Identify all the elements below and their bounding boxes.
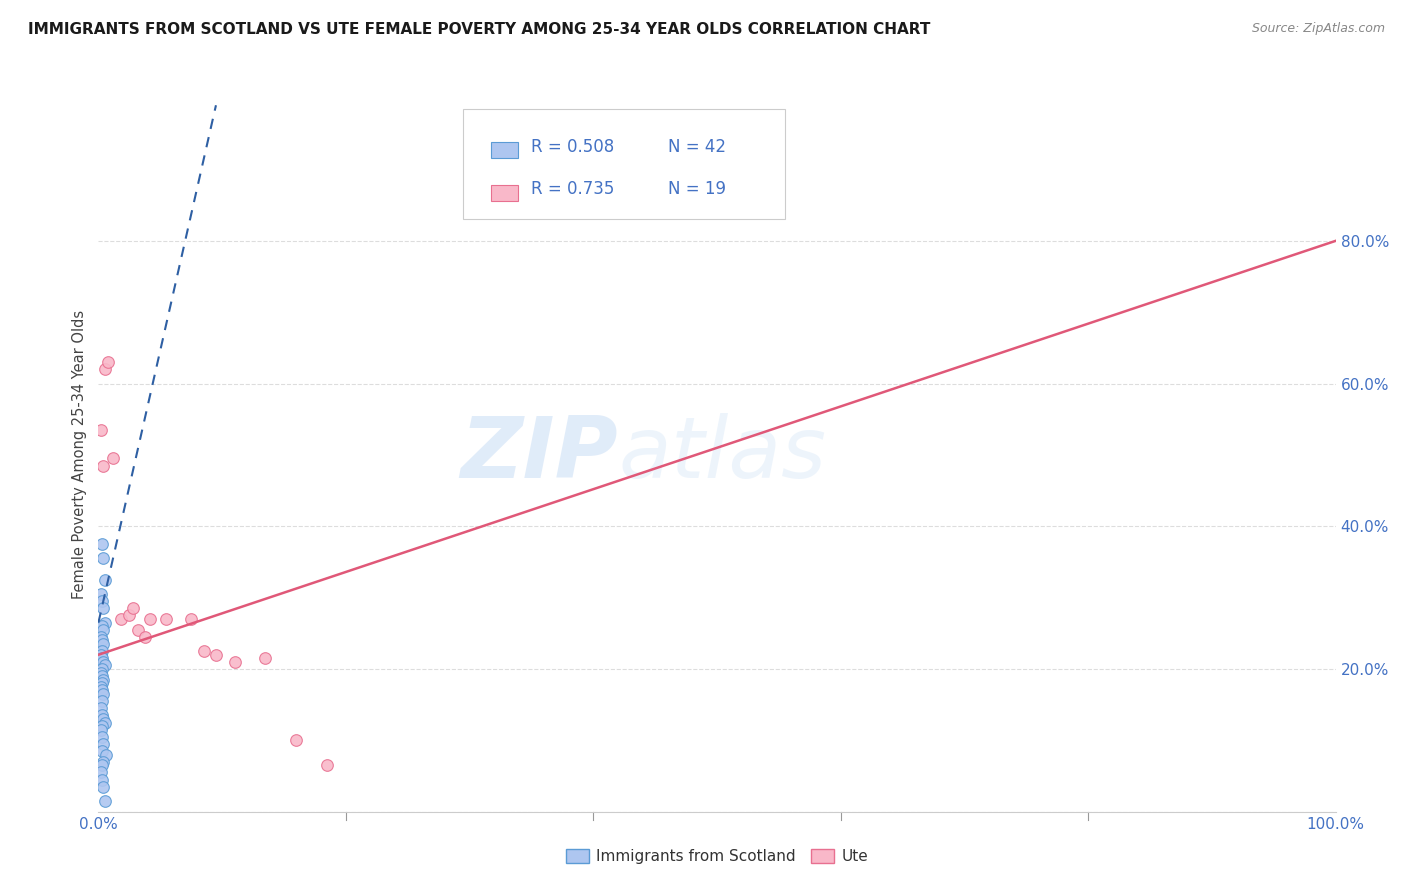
Point: [91, 719, 114, 733]
Point: [285, 733, 308, 747]
Point: [90, 665, 112, 680]
Text: Source: ZipAtlas.com: Source: ZipAtlas.com: [1251, 22, 1385, 36]
Point: [90, 680, 112, 694]
Point: [91, 772, 114, 787]
Point: [93, 573, 115, 587]
Point: [91, 683, 114, 698]
FancyBboxPatch shape: [464, 109, 785, 219]
Text: ZIP: ZIP: [460, 413, 619, 497]
Point: [91, 594, 114, 608]
Point: [254, 651, 277, 665]
Text: R = 0.735: R = 0.735: [531, 180, 614, 198]
Point: [224, 655, 246, 669]
Point: [155, 612, 177, 626]
Point: [93, 712, 115, 726]
Point: [180, 612, 202, 626]
Text: N = 19: N = 19: [668, 180, 725, 198]
Point: [90, 587, 112, 601]
Point: [97, 355, 120, 369]
Point: [90, 701, 112, 715]
Point: [91, 537, 114, 551]
Point: [91, 694, 114, 708]
Point: [93, 655, 115, 669]
Point: [90, 630, 112, 644]
Point: [91, 633, 114, 648]
Point: [193, 644, 215, 658]
Point: [127, 623, 149, 637]
Point: [93, 637, 115, 651]
Point: [93, 362, 115, 376]
Text: N = 42: N = 42: [668, 137, 725, 155]
Legend: Immigrants from Scotland, Ute: Immigrants from Scotland, Ute: [558, 841, 876, 871]
Text: IMMIGRANTS FROM SCOTLAND VS UTE FEMALE POVERTY AMONG 25-34 YEAR OLDS CORRELATION: IMMIGRANTS FROM SCOTLAND VS UTE FEMALE P…: [28, 22, 931, 37]
Point: [93, 458, 115, 473]
Point: [90, 423, 112, 437]
Point: [93, 673, 115, 687]
Point: [93, 794, 115, 808]
Point: [134, 630, 156, 644]
Point: [93, 615, 115, 630]
Point: [94, 747, 117, 762]
Point: [93, 715, 115, 730]
Point: [122, 601, 145, 615]
Point: [93, 658, 115, 673]
Point: [91, 708, 114, 723]
Y-axis label: Female Poverty Among 25-34 Year Olds: Female Poverty Among 25-34 Year Olds: [72, 310, 87, 599]
Point: [91, 744, 114, 758]
Point: [91, 644, 114, 658]
Point: [91, 758, 114, 772]
Text: R = 0.508: R = 0.508: [531, 137, 614, 155]
Point: [93, 601, 115, 615]
Point: [139, 612, 162, 626]
FancyBboxPatch shape: [491, 186, 517, 201]
FancyBboxPatch shape: [491, 143, 517, 158]
Point: [110, 612, 132, 626]
Point: [93, 737, 115, 751]
Point: [316, 758, 339, 772]
Point: [93, 755, 115, 769]
Point: [90, 723, 112, 737]
Point: [91, 669, 114, 683]
Point: [91, 619, 114, 633]
Point: [91, 676, 114, 690]
Point: [91, 662, 114, 676]
Point: [90, 765, 112, 780]
Point: [118, 608, 141, 623]
Point: [103, 451, 125, 466]
Point: [205, 648, 228, 662]
Point: [93, 780, 115, 794]
Point: [93, 687, 115, 701]
Point: [91, 730, 114, 744]
Point: [91, 651, 114, 665]
Point: [93, 623, 115, 637]
Text: atlas: atlas: [619, 413, 827, 497]
Point: [90, 648, 112, 662]
Point: [93, 551, 115, 566]
